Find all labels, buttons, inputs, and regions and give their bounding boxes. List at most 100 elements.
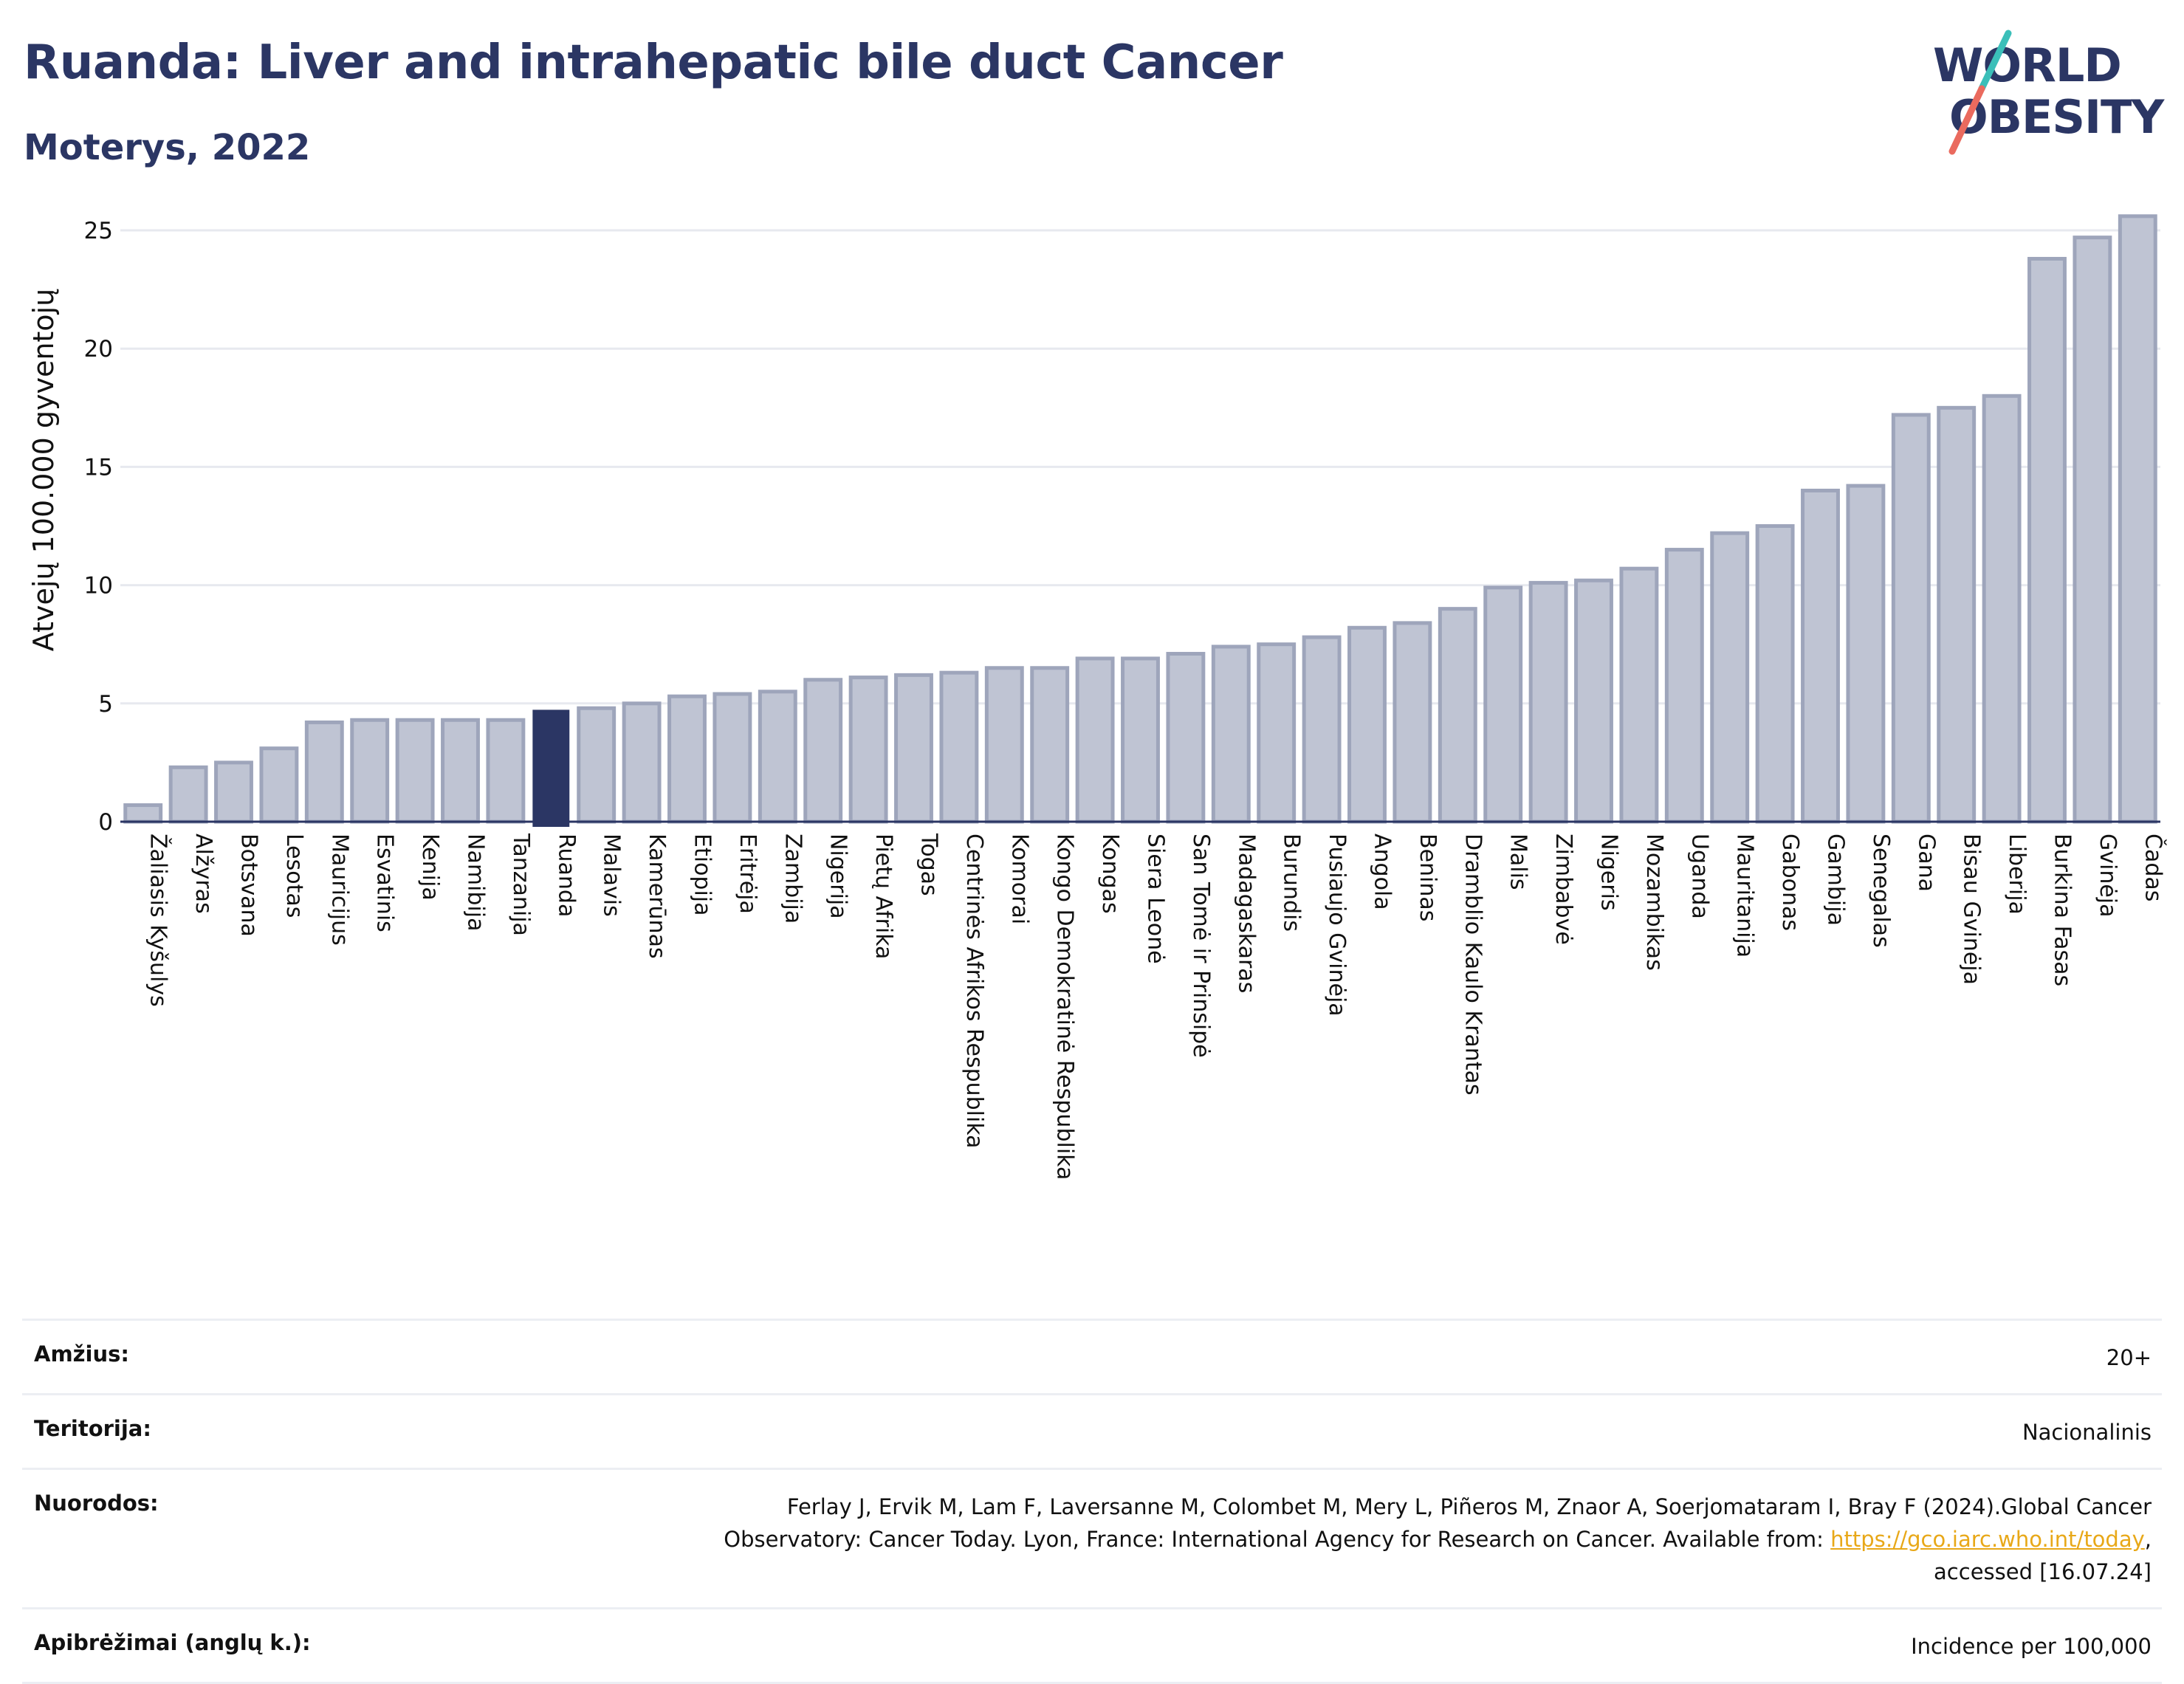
x-tick-label: Gvinėja xyxy=(2095,834,2121,918)
x-tick-label: Siera Leonė xyxy=(1143,834,1169,964)
x-tick-label: Čadas xyxy=(2140,834,2167,901)
bar xyxy=(577,706,617,824)
x-tick-label: Žaliasis Kyšulys xyxy=(145,834,172,1007)
bar xyxy=(667,694,707,824)
x-tick-label: Togas xyxy=(916,833,942,896)
x-tick-label: Nigerija xyxy=(825,834,851,919)
bar xyxy=(2073,236,2112,824)
bar xyxy=(758,690,797,824)
x-tick-label: Etiopija xyxy=(690,834,715,916)
logo-slash-teal xyxy=(1978,30,2012,92)
bar xyxy=(1393,621,1432,824)
bar-highlight xyxy=(532,709,570,828)
x-tick-label: Mauricijus xyxy=(326,834,352,946)
bar xyxy=(123,803,163,824)
bar xyxy=(1891,413,1931,824)
bar xyxy=(486,718,526,824)
y-axis-ticks: 0 5 10 15 20 25 xyxy=(84,218,113,836)
bar xyxy=(894,673,933,824)
x-tick-label: Liberija xyxy=(2004,834,2030,915)
info-table: Amžius: 20+ Teritorija: Nacionalinis Nuo… xyxy=(22,1319,2162,1684)
x-tick-label: Malavis xyxy=(599,834,625,917)
info-value-territory: Nacionalinis xyxy=(2022,1420,2152,1445)
bar xyxy=(1438,607,1477,824)
x-tick-label: Malis xyxy=(1505,834,1531,890)
bar xyxy=(1574,578,1613,824)
bars xyxy=(123,214,2157,828)
reference-line-3: accessed [16.07.24] xyxy=(1934,1559,2152,1584)
info-value-age: 20+ xyxy=(2106,1345,2152,1370)
bar xyxy=(1846,484,1886,824)
bar xyxy=(1302,635,1342,824)
x-tick-label: Mozambikas xyxy=(1641,834,1667,971)
x-tick-label: Namibija xyxy=(463,834,489,931)
bar xyxy=(1483,585,1523,824)
x-tick-label: Zambija xyxy=(780,834,806,924)
world-obesity-logo: WORLD OBESITY xyxy=(1933,30,2166,155)
bar xyxy=(168,765,208,824)
x-tick-label: Zimbabvė xyxy=(1551,834,1576,945)
x-tick-label: Beninas xyxy=(1415,834,1440,921)
x-tick-label: Senegalas xyxy=(1868,834,1894,948)
info-key-references: Nuorodos: xyxy=(34,1491,159,1516)
bar xyxy=(984,666,1024,824)
info-value-references: Ferlay J, Ervik M, Lam F, Laversanne M, … xyxy=(724,1491,2152,1588)
x-tick-label: Dramblio Kaulo Krantas xyxy=(1460,834,1486,1096)
bar xyxy=(1211,645,1251,824)
bar xyxy=(1528,580,1568,824)
chart-title: Ruanda: Liver and intrahepatic bile duct… xyxy=(24,35,1283,90)
bar xyxy=(2027,256,2067,824)
reference-link[interactable]: https://gco.iarc.who.int/today xyxy=(1830,1527,2145,1552)
x-tick-label: Lesotas xyxy=(281,834,307,918)
x-tick-label: Centrinės Afrikos Respublika xyxy=(961,834,987,1149)
x-tick-label: Madagaskaras xyxy=(1233,834,1259,993)
bar xyxy=(939,670,979,824)
x-tick-label: Ruanda xyxy=(553,834,579,917)
bar xyxy=(304,720,344,824)
info-value-definitions: Incidence per 100,000 xyxy=(1911,1634,2152,1659)
bar xyxy=(1982,393,2022,824)
x-tick-label: Gana xyxy=(1913,834,1939,892)
x-tick-label: Komorai xyxy=(1006,834,1032,924)
bar xyxy=(1801,488,1840,824)
x-tick-label: Kongas xyxy=(1097,834,1123,914)
bar xyxy=(1075,656,1115,824)
y-tick-label: 20 xyxy=(84,336,113,362)
logo-line2: OBESITY xyxy=(1949,90,2165,144)
bar xyxy=(1030,666,1070,824)
x-tick-label: Nigeris xyxy=(1596,834,1622,911)
x-tick-label: Kenija xyxy=(417,834,443,901)
chart-subtitle: Moterys, 2022 xyxy=(24,127,311,168)
y-axis-label: Atvejų 100.000 gyventojų xyxy=(27,289,60,651)
x-tick-label: Eritrėja xyxy=(735,834,760,914)
info-row-definitions: Apibrėžimai (anglų k.): Incidence per 10… xyxy=(22,1607,2162,1684)
x-tick-label: Kongo Demokratinė Respublika xyxy=(1052,834,1078,1180)
bar xyxy=(1121,656,1160,824)
bar-chart: 0 5 10 15 20 25 Žaliasis Kyšulys Alžyras Botsva… xyxy=(27,214,2167,1180)
reference-line-2: Observatory: Cancer Today. Lyon, France:… xyxy=(724,1527,1831,1552)
x-tick-label: Bisau Gvinėja xyxy=(1959,834,1985,985)
bar xyxy=(1166,652,1206,824)
x-tick-label: San Tomė ir Prinsipė xyxy=(1188,834,1214,1058)
info-row-territory: Teritorija: Nacionalinis xyxy=(22,1393,2162,1468)
logo-slash-red xyxy=(1948,85,1985,155)
x-tick-label: Burundis xyxy=(1279,834,1305,932)
x-tick-label: Tanzanija xyxy=(508,833,534,936)
bar xyxy=(2118,214,2157,824)
reference-line-1: Ferlay J, Ervik M, Lam F, Laversanne M, … xyxy=(786,1494,2152,1519)
bar xyxy=(1257,642,1297,824)
x-tick-label: Pusiaujo Gvinėja xyxy=(1324,834,1350,1017)
logo-line1: WORLD xyxy=(1933,38,2121,92)
x-tick-label: Pietų Afrika xyxy=(870,834,896,959)
bar xyxy=(259,746,299,824)
x-tick-label: Mauritanija xyxy=(1732,834,1758,958)
y-tick-label: 5 xyxy=(98,691,113,718)
y-tick-label: 25 xyxy=(84,218,113,244)
bar xyxy=(1710,531,1750,824)
x-tick-label: Gabonas xyxy=(1777,834,1803,931)
x-tick-label: Alžyras xyxy=(190,834,216,914)
info-key-territory: Teritorija: xyxy=(34,1416,151,1441)
y-tick-label: 15 xyxy=(84,454,113,481)
bar xyxy=(350,718,390,824)
x-tick-label: Esvatinis xyxy=(372,834,398,932)
